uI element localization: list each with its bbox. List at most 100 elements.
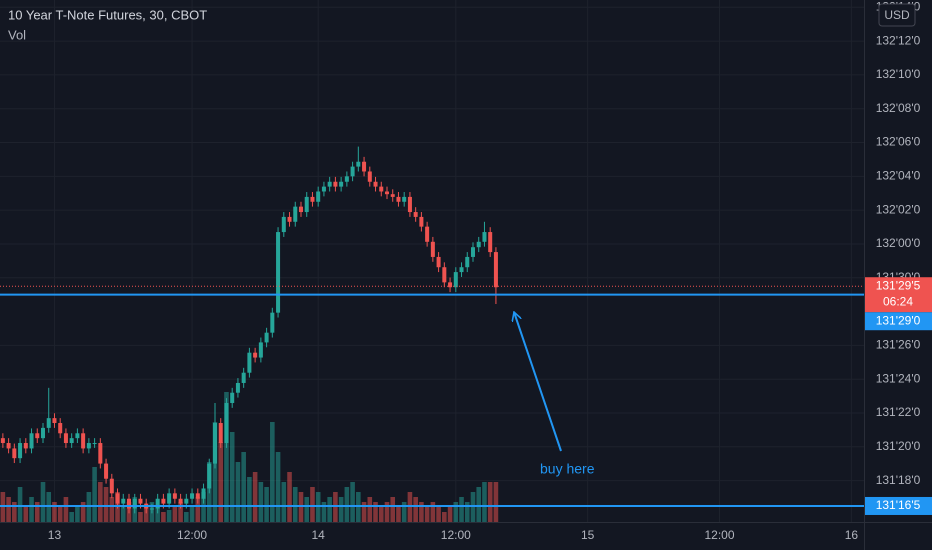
- currency-badge[interactable]: [878, 3, 916, 27]
- volume-bar: [356, 492, 361, 522]
- volume-bar: [264, 487, 269, 522]
- y-tick-label: 131'20'0: [876, 439, 921, 453]
- volume-bar: [0, 492, 6, 522]
- volume-bar: [224, 392, 229, 522]
- candle-layer: [0, 146, 498, 514]
- candle-body: [384, 191, 390, 195]
- volume-bar: [92, 467, 97, 522]
- candle-body: [339, 181, 344, 187]
- candle-body: [470, 247, 475, 257]
- candle-body: [92, 443, 97, 445]
- volume-bar: [384, 502, 390, 522]
- candle-body: [287, 216, 292, 222]
- candle-body: [373, 181, 378, 187]
- candle-body: [356, 161, 361, 167]
- volume-bar: [57, 507, 63, 522]
- volume-bar: [413, 497, 418, 522]
- volume-bar: [333, 492, 338, 522]
- candle-body: [459, 267, 464, 273]
- volume-bar: [407, 492, 413, 522]
- axis-layer: 132'14'0132'12'0132'10'0132'08'0132'06'0…: [48, 0, 932, 542]
- candle-body: [115, 493, 120, 504]
- volume-bar: [34, 502, 40, 522]
- candle-body: [493, 252, 498, 288]
- volume-bar: [63, 497, 69, 522]
- candle-body: [138, 498, 143, 504]
- candle-body: [149, 508, 154, 510]
- candle-body: [293, 206, 298, 222]
- volume-bar: [390, 497, 396, 522]
- volume-bar: [464, 502, 470, 522]
- candle-body: [488, 232, 493, 253]
- volume-bar: [229, 432, 235, 522]
- candle-body: [425, 226, 430, 242]
- y-tick-label: 132'08'0: [876, 101, 921, 115]
- volume-bar: [103, 487, 109, 522]
- y-tick-label: 131'22'0: [876, 405, 921, 419]
- candle-body: [333, 181, 338, 187]
- candle-body: [270, 312, 275, 333]
- volume-bar: [367, 497, 373, 522]
- annotation-text: buy here: [540, 461, 595, 477]
- candle-body: [390, 194, 395, 197]
- volume-bar: [287, 472, 292, 522]
- price-line-layer: [0, 285, 864, 507]
- candle-body: [132, 498, 137, 509]
- volume-bar: [218, 442, 224, 522]
- volume-bar: [459, 497, 464, 522]
- candle-body: [40, 427, 46, 439]
- candle-body: [29, 433, 34, 449]
- candle-body: [18, 443, 23, 459]
- price-line-badge: [865, 496, 932, 515]
- candle-body: [310, 196, 315, 202]
- candle-body: [58, 423, 63, 434]
- candle-body: [316, 191, 321, 202]
- volume-bar: [120, 507, 126, 522]
- volume-bar: [344, 487, 350, 522]
- candle-body: [109, 478, 114, 494]
- candle-body: [12, 448, 17, 459]
- x-tick-label: 15: [581, 528, 595, 542]
- volume-bar: [12, 502, 17, 522]
- candle-body: [155, 498, 160, 509]
- candle-body: [264, 332, 269, 343]
- annotation-arrow: [514, 312, 562, 452]
- last-price-badge: [865, 277, 932, 313]
- volume-bar: [487, 482, 493, 522]
- candle-body: [104, 463, 109, 479]
- candle-body: [304, 196, 309, 213]
- volume-bar: [184, 512, 189, 522]
- volume-bar: [258, 482, 264, 522]
- candle-body: [350, 166, 355, 177]
- volume-bar: [350, 482, 355, 522]
- x-tick-label: 13: [48, 528, 62, 542]
- volume-bar: [493, 482, 499, 522]
- candle-body: [35, 433, 40, 439]
- volume-bar: [52, 502, 57, 522]
- y-tick-label: 131'26'0: [876, 338, 921, 352]
- candle-body: [247, 352, 252, 373]
- candle-body: [75, 433, 80, 439]
- volume-bar: [23, 507, 29, 522]
- candle-body: [63, 433, 68, 444]
- candle-body: [241, 372, 246, 383]
- candle-body: [126, 498, 132, 509]
- volume-bar: [315, 492, 321, 522]
- volume-bar: [155, 507, 160, 522]
- candle-body: [379, 186, 384, 192]
- volume-bar: [166, 510, 172, 522]
- volume-bar: [109, 497, 115, 522]
- volume-legend: Vol: [8, 27, 26, 42]
- volume-bar: [378, 507, 384, 522]
- y-tick-label: 132'12'0: [876, 33, 921, 47]
- candle-body: [121, 498, 126, 504]
- candle-body: [402, 196, 407, 202]
- volume-bar: [275, 452, 281, 522]
- volume-bar: [40, 482, 46, 522]
- candle-body: [235, 382, 240, 393]
- candle-body: [161, 498, 166, 504]
- candle-body: [419, 216, 424, 227]
- x-tick-label: 12:00: [705, 528, 735, 542]
